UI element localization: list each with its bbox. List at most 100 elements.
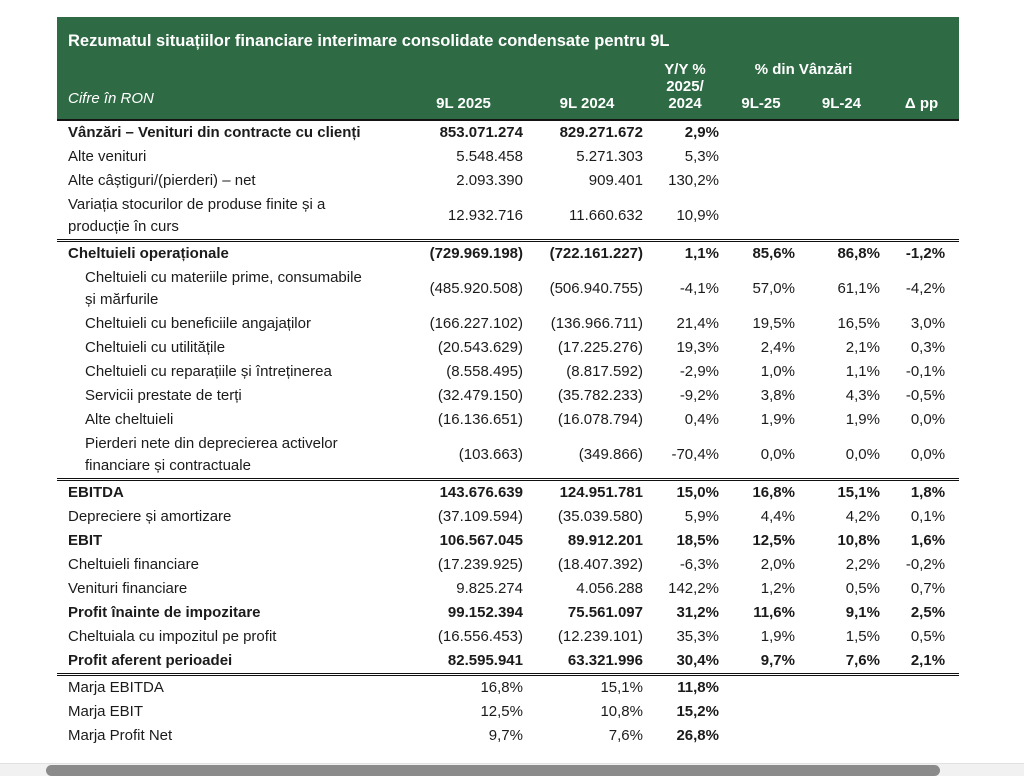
row-value: 15,2% <box>676 703 719 720</box>
row-value: 106.567.045 <box>439 532 523 549</box>
row-value <box>799 145 884 169</box>
row-value: 1,2% <box>760 580 795 597</box>
row-value: (8.558.495) <box>446 363 523 380</box>
col-9l-2024-label: 9L 2024 <box>527 78 647 121</box>
row-value: 16,8% <box>723 478 799 505</box>
row-value: (485.920.508) <box>429 280 523 297</box>
row-label: EBIT <box>68 532 103 549</box>
row-value: 63.321.996 <box>567 652 643 669</box>
row-value: 30,4% <box>676 652 719 669</box>
table-row: Cheltuieli cu utilitățile (20.543.629) (17… <box>57 336 959 360</box>
financial-summary-table: Rezumatul situațiilor financiare interim… <box>57 17 960 748</box>
row-value <box>799 724 884 748</box>
row-value: 1,1% <box>647 239 723 266</box>
row-value: 89.912.201 <box>567 532 643 549</box>
row-label: Venituri financiare <box>68 580 188 597</box>
col-9l-2025-label: 9L 2025 <box>400 78 527 121</box>
row-value: (729.969.198) <box>400 239 527 266</box>
table-row: Venituri financiare 9.825.274 4.056.288 142… <box>57 577 959 601</box>
row-label: Pierderi nete din deprecierea activelor … <box>85 435 338 474</box>
table-row: Pierderi nete din deprecierea activelor … <box>57 432 959 480</box>
horizontal-scrollbar-thumb[interactable] <box>46 765 940 776</box>
row-value <box>884 724 959 748</box>
table-row: Cheltuieli cu beneficiile angajaților (16… <box>57 312 959 336</box>
row-value: 0,0% <box>910 411 946 428</box>
row-value: 0,0% <box>760 446 795 463</box>
row-value: 4,4% <box>760 508 795 525</box>
row-value: 9.825.274 <box>456 580 523 597</box>
row-label: Cheltuiala cu impozitul pe profit <box>68 628 277 645</box>
row-value: 0,7% <box>910 580 946 597</box>
table-row: Profit aferent perioadei 82.595.941 63.321… <box>57 649 959 675</box>
table-body: Vânzări – Venituri din contracte cu clie… <box>57 120 960 748</box>
table-row: Variația stocurilor de produse finite și… <box>57 193 959 241</box>
row-value: 3,0% <box>910 315 946 332</box>
row-value: 5,9% <box>684 508 719 525</box>
horizontal-scrollbar-track[interactable] <box>0 763 1024 776</box>
row-label: Vânzări – Venituri din contracte cu clie… <box>68 124 361 141</box>
row-value: 5.271.303 <box>576 148 643 165</box>
row-value: -9,2% <box>679 387 719 404</box>
row-label: Cheltuieli cu reparațiile și întreținere… <box>85 363 332 380</box>
row-value: (16.078.794) <box>557 411 643 428</box>
table-row: Cheltuieli financiare (17.239.925) (18.407… <box>57 553 959 577</box>
row-label: Servicii prestate de terți <box>85 387 242 404</box>
row-value: 9,7% <box>760 652 795 669</box>
row-value: 16,8% <box>400 673 527 700</box>
table-header: Rezumatul situațiilor financiare interim… <box>57 17 960 121</box>
row-value: 7,6% <box>845 652 880 669</box>
row-value: 0,1% <box>910 508 946 525</box>
row-value: -1,2% <box>884 239 960 266</box>
row-label: EBITDA <box>57 478 400 505</box>
row-value: -4,2% <box>905 280 946 297</box>
row-value <box>723 724 799 748</box>
row-value: (103.663) <box>458 446 523 463</box>
row-value: 21,4% <box>676 315 719 332</box>
row-value: 12.932.716 <box>447 207 523 224</box>
row-value: 0,4% <box>684 411 719 428</box>
row-value: 1,9% <box>760 411 795 428</box>
row-value <box>884 673 960 700</box>
row-value: 15,0% <box>647 478 723 505</box>
col-yoy-label: Y/Y % <box>664 61 706 78</box>
row-value <box>799 169 884 193</box>
row-value: 0,0% <box>910 446 946 463</box>
row-value: -2,9% <box>679 363 719 380</box>
row-value: 1,9% <box>760 628 795 645</box>
row-label: Profit înainte de impozitare <box>68 604 261 621</box>
row-value: (18.407.392) <box>557 556 643 573</box>
row-value: 11.660.632 <box>569 207 643 224</box>
row-value <box>723 120 799 145</box>
row-value: 12,5% <box>480 703 523 720</box>
row-value: 35,3% <box>676 628 719 645</box>
row-value: 85,6% <box>723 239 799 266</box>
row-value: 75.561.097 <box>567 604 643 621</box>
row-value: 15,1% <box>527 673 647 700</box>
row-value: 2,1% <box>845 339 880 356</box>
row-value: 0,3% <box>910 339 946 356</box>
header-spacer <box>400 54 527 78</box>
row-value: -0,1% <box>905 363 946 380</box>
row-value: 2,2% <box>845 556 880 573</box>
row-value <box>884 120 959 145</box>
row-value: -70,4% <box>671 446 719 463</box>
row-value <box>884 700 959 724</box>
row-value: 5,3% <box>684 148 719 165</box>
row-value: 12,5% <box>752 532 795 549</box>
row-label: Cheltuieli cu materiile prime, consumabi… <box>85 269 362 308</box>
row-value: (32.479.150) <box>437 387 523 404</box>
row-value: -0,5% <box>905 387 946 404</box>
row-value <box>723 145 799 169</box>
row-value: (12.239.101) <box>557 628 643 645</box>
row-value: 0,5% <box>910 628 946 645</box>
table-row: Depreciere și amortizare (37.109.594) (35.… <box>57 505 959 529</box>
row-value <box>799 673 884 700</box>
row-value: 2,4% <box>760 339 795 356</box>
row-value: (506.940.755) <box>549 280 643 297</box>
row-value: (722.161.227) <box>527 239 647 266</box>
row-label: Cheltuieli cu beneficiile angajaților <box>85 315 311 332</box>
header-spacer <box>57 54 400 78</box>
row-value: (17.239.925) <box>437 556 523 573</box>
row-value: 143.676.639 <box>400 478 527 505</box>
header-spacer <box>884 54 959 78</box>
